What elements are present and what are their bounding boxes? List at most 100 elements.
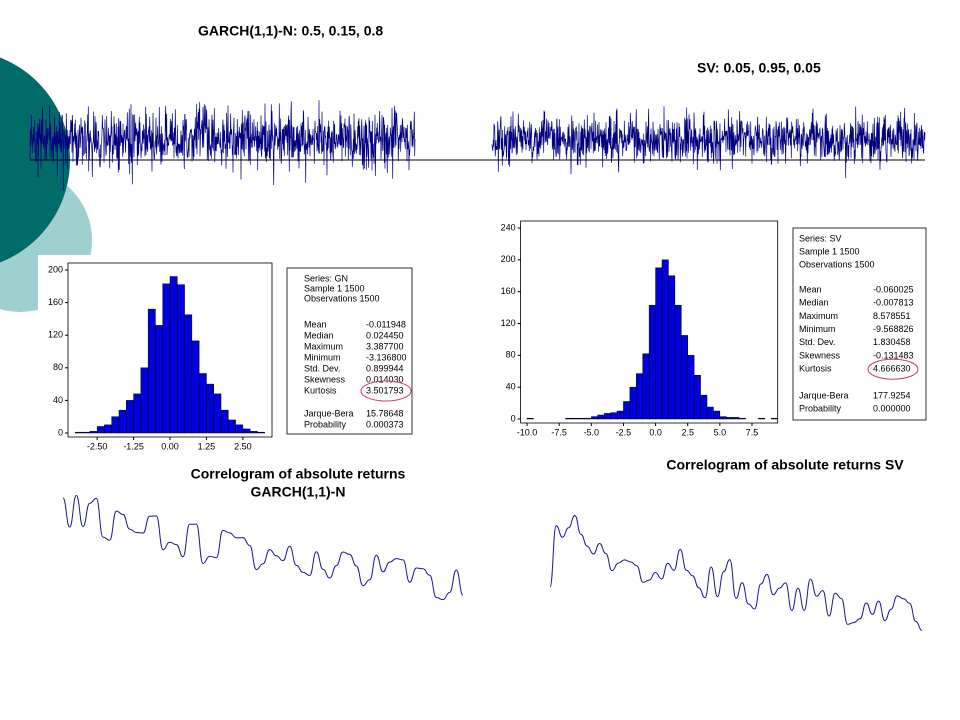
y-tick-label: 40 — [53, 395, 63, 405]
return-series — [491, 106, 926, 179]
stats-value: 0.000373 — [366, 419, 404, 429]
return-series — [29, 100, 416, 191]
x-tick-label: -2.50 — [87, 441, 108, 451]
bar — [526, 417, 534, 420]
bar — [242, 428, 251, 434]
y-tick-label: 0 — [58, 427, 63, 437]
bar — [104, 424, 112, 434]
stats-label: Kurtosis — [304, 385, 337, 395]
stats-box — [286, 267, 413, 435]
bar — [257, 431, 265, 434]
x-tick-label: 2.5 — [681, 427, 694, 437]
highlight — [360, 380, 412, 402]
highlight — [867, 358, 919, 380]
title: GARCH(1,1)-N — [251, 484, 346, 500]
stats-label: Probability — [304, 419, 347, 429]
bar — [642, 353, 650, 420]
bar — [177, 284, 185, 434]
bar — [89, 431, 98, 434]
stats-label: Minimum — [799, 324, 836, 334]
x-tick-label: -1.25 — [123, 441, 144, 451]
stats-label: Std. Dev. — [799, 337, 835, 347]
bar — [726, 417, 733, 420]
y-tick-label: 120 — [48, 330, 63, 340]
stats-value: 177.9254 — [873, 390, 911, 400]
y-tick-label: 160 — [48, 297, 63, 307]
x-tick-label: 0.00 — [161, 441, 179, 451]
bar — [616, 410, 624, 420]
stats-value: 0.899944 — [366, 363, 404, 373]
bar — [118, 409, 127, 434]
title: Correlogram of absolute returns SV — [666, 457, 904, 473]
bar — [629, 386, 637, 420]
bar — [610, 412, 618, 420]
stats-label: Median — [799, 298, 829, 308]
bar — [147, 308, 156, 434]
bar — [169, 276, 178, 434]
bar — [184, 314, 193, 434]
stats-header: Series: GN — [304, 273, 348, 283]
stats-header: Series: SV — [799, 233, 842, 243]
x-tick-label: 5.0 — [714, 427, 727, 437]
bar — [213, 393, 222, 434]
stats-header: Sample 1 1500 — [304, 283, 365, 293]
y-tick-label: 240 — [501, 222, 516, 232]
stats-header: Sample 1 1500 — [799, 246, 860, 256]
stats-label: Jarque-Bera — [304, 408, 354, 418]
bar — [75, 431, 83, 434]
y-tick-label: 80 — [53, 362, 63, 372]
bar — [603, 413, 611, 420]
stats-label: Mean — [304, 319, 327, 329]
bar — [220, 409, 229, 434]
bar — [591, 416, 598, 420]
bar — [648, 304, 656, 420]
bar — [771, 417, 778, 420]
x-tick-label: -5.0 — [584, 427, 600, 437]
stats-value: 3.387700 — [366, 341, 404, 351]
stats-value: -0.060025 — [873, 284, 914, 294]
stats-label: Probability — [799, 403, 842, 413]
stats-label: Std. Dev. — [304, 363, 340, 373]
stats-label: Maximum — [799, 311, 838, 321]
bar — [693, 374, 701, 420]
bar — [623, 401, 631, 420]
stats-label: Minimum — [304, 352, 341, 362]
stats-value: -0.011948 — [366, 319, 406, 329]
bar — [565, 417, 573, 420]
stats-value: -0.131483 — [873, 350, 914, 360]
stats-value: -3.136800 — [366, 352, 407, 362]
bar — [133, 393, 142, 434]
y-tick-label: 200 — [501, 254, 516, 264]
y-tick-label: 120 — [501, 318, 516, 328]
y-tick-label: 40 — [506, 382, 516, 392]
bar — [82, 431, 91, 434]
stats-value: 0.000000 — [873, 403, 911, 413]
bar — [687, 355, 695, 420]
bar — [713, 410, 721, 420]
x-tick-label: 7.5 — [746, 427, 759, 437]
bar — [681, 335, 688, 420]
stats-value: 4.666630 — [873, 364, 911, 374]
title: GARCH(1,1)-N: 0.5, 0.15, 0.8 — [198, 23, 383, 39]
correlogram — [62, 494, 464, 601]
bar — [661, 259, 669, 420]
bar — [111, 416, 120, 434]
bar — [198, 373, 207, 434]
bar — [206, 383, 214, 434]
bar — [228, 419, 236, 434]
bar — [578, 417, 586, 420]
stats-label: Mean — [799, 284, 822, 294]
y-tick-label: 0 — [511, 413, 516, 423]
bar — [674, 304, 682, 420]
stats-box — [792, 227, 927, 421]
bar — [249, 431, 258, 434]
x-tick-label: 0.0 — [649, 427, 662, 437]
stats-label: Skewness — [304, 374, 346, 384]
title: SV: 0.05, 0.95, 0.05 — [697, 60, 821, 76]
stats-value: 8.578551 — [873, 311, 911, 321]
title: Correlogram of absolute returns — [191, 466, 406, 482]
stats-label: Maximum — [304, 341, 343, 351]
stats-value: -0.007813 — [873, 298, 914, 308]
bar — [668, 275, 676, 420]
bar — [140, 367, 149, 434]
